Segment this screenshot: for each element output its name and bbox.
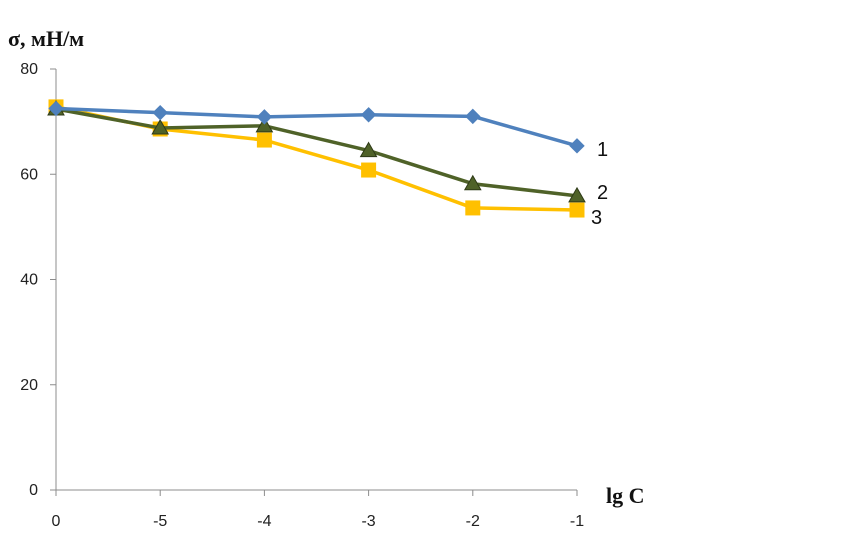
y-tick-label: 40 — [20, 272, 38, 289]
series-3-point — [569, 202, 585, 218]
series-2-label: 2 — [597, 182, 608, 204]
series-1-line — [55, 106, 578, 148]
x-tick-label: -2 — [466, 513, 480, 530]
series-2-point — [463, 174, 482, 191]
series-3-point — [465, 200, 481, 216]
series-2-point — [255, 116, 274, 133]
series-2-point — [568, 186, 586, 203]
series-1-point — [360, 107, 377, 123]
series-3-point — [256, 132, 272, 148]
x-axis-title: lg C — [606, 483, 645, 508]
series-1-point — [152, 104, 168, 121]
axes: 0 20 40 60 80 0 -5 -4 -3 -2 -1 — [20, 61, 584, 530]
series-3-point — [361, 162, 377, 178]
y-tick-label: 0 — [29, 482, 38, 499]
x-tick-label: -3 — [361, 513, 375, 530]
x-tick-label: -5 — [153, 513, 167, 530]
series-2-point — [359, 141, 378, 158]
series-1-label: 1 — [597, 139, 608, 161]
series-3-label: 3 — [591, 207, 602, 229]
series-1-point — [256, 109, 273, 125]
y-tick-label: 20 — [20, 377, 38, 394]
x-tick-label: 0 — [52, 513, 61, 530]
series-3: 3 — [48, 99, 602, 229]
series-1-point — [465, 108, 481, 125]
series-2-point — [151, 118, 170, 135]
y-tick-label: 60 — [20, 166, 38, 183]
series-layer: 3 2 1 — [47, 99, 608, 229]
y-tick-label: 80 — [20, 61, 38, 78]
x-tick-label: -1 — [570, 513, 584, 530]
series-1-point — [569, 138, 585, 154]
series-1: 1 — [48, 100, 608, 161]
y-axis-title: σ, мН/м — [8, 26, 84, 51]
series-1-point — [48, 100, 64, 117]
series-2-line — [55, 107, 578, 198]
x-tick-label: -4 — [257, 513, 271, 530]
